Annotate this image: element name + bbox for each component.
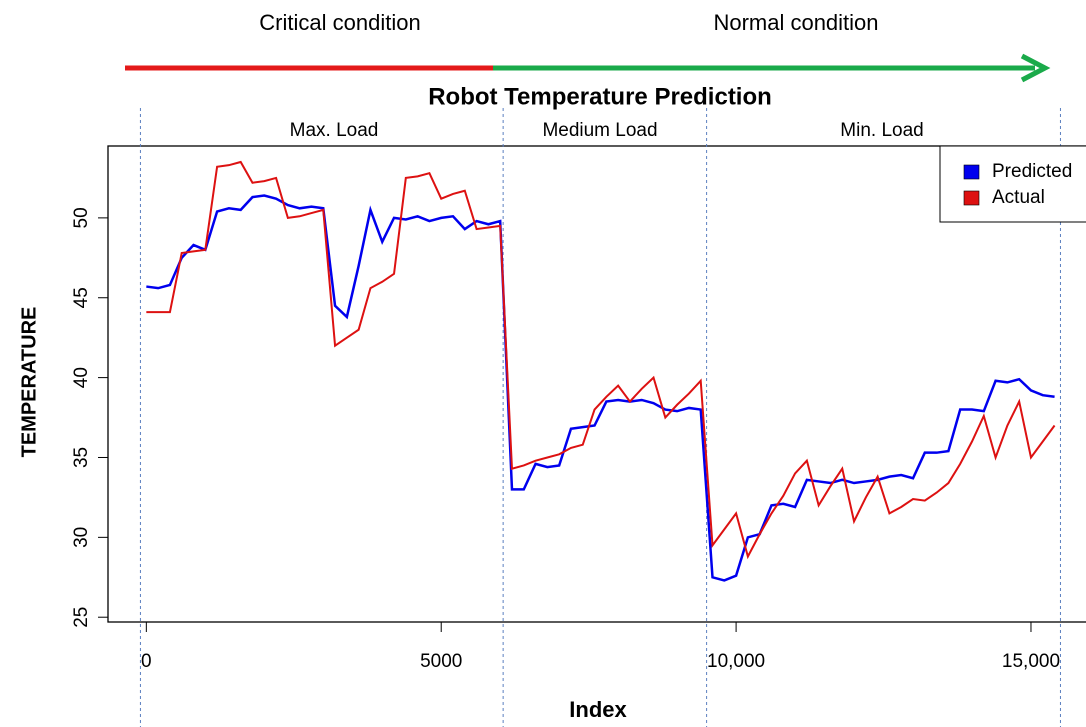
- y-tick-label: 30: [71, 527, 92, 548]
- annotation: Critical condition: [259, 10, 420, 35]
- x-tick-label: 10,000: [707, 651, 765, 672]
- annotation: Medium Load: [542, 120, 657, 141]
- series-line: [146, 160, 1056, 560]
- y-tick-label: 25: [71, 607, 92, 628]
- annotation: Min. Load: [840, 120, 923, 141]
- y-tick-label: 40: [71, 367, 92, 388]
- legend-label: Actual: [992, 187, 1045, 208]
- annotation: Max. Load: [290, 120, 379, 141]
- arrow-head: [1020, 53, 1051, 83]
- series-line: [146, 194, 1055, 582]
- legend-box: [939, 145, 1086, 223]
- y-axis-label: TEMPERATURE: [18, 307, 40, 458]
- plot-frame: [107, 145, 1086, 623]
- y-tick-label: 35: [71, 447, 92, 468]
- chart-title: Robot Temperature Prediction: [428, 83, 772, 110]
- y-tick-label: 45: [71, 287, 92, 308]
- legend-swatch: [963, 190, 980, 206]
- legend-swatch: [963, 164, 980, 180]
- x-tick-label: 0: [141, 651, 152, 672]
- annotation: Normal condition: [713, 10, 878, 35]
- x-tick-label: 15,000: [1002, 651, 1060, 672]
- x-axis-label: Index: [569, 697, 627, 722]
- x-tick-label: 5000: [420, 651, 462, 672]
- legend-label: Predicted: [992, 161, 1072, 182]
- y-tick-label: 50: [71, 207, 92, 228]
